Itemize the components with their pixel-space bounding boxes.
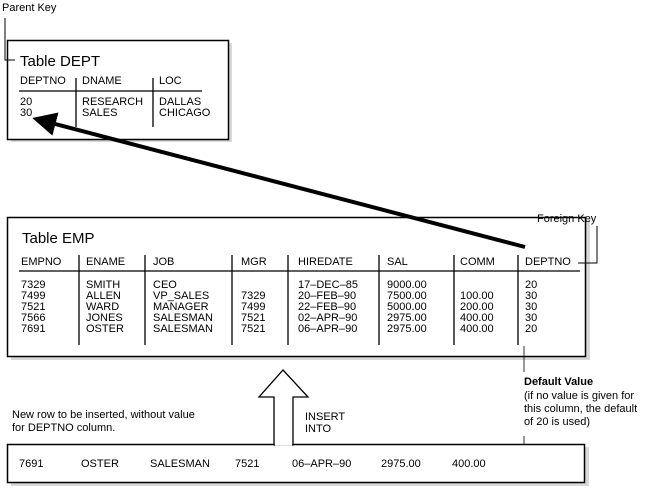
- dept-cell: SALES: [82, 107, 118, 119]
- emp-cell: 20–FEB–90: [298, 290, 357, 302]
- default-value-note: this column, the default: [524, 403, 638, 415]
- emp-cell: 7521: [21, 301, 46, 313]
- emp-cell: 30: [525, 301, 538, 313]
- emp-cell: VP_SALES: [153, 290, 210, 302]
- dept-column-header: DNAME: [82, 75, 122, 87]
- parent-key-label: Parent Key: [2, 2, 57, 14]
- emp-cell: 2975.00: [387, 312, 427, 324]
- parent-key-leader: [4, 18, 15, 61]
- insert-into-label: INSERT: [305, 411, 346, 423]
- emp-cell: 100.00: [460, 290, 494, 302]
- emp-cell: 5000.00: [387, 301, 427, 313]
- insert-arrow-icon: [257, 369, 310, 446]
- emp-cell: 30: [525, 290, 538, 302]
- emp-column-header: JOB: [153, 256, 175, 268]
- new-row-cell: 06–APR–90: [292, 458, 352, 470]
- dept-table-title: Table DEPT: [20, 53, 101, 70]
- emp-cell: 7521: [241, 323, 266, 335]
- emp-cell: 30: [525, 312, 538, 324]
- foreign-key-label: Foreign Key: [537, 213, 597, 225]
- emp-cell: WARD: [86, 301, 120, 313]
- dept-cell: DALLAS: [159, 96, 202, 108]
- emp-cell: 7691: [21, 323, 46, 335]
- dept-cell: 20: [20, 96, 33, 108]
- default-value-note: of 20 is used): [524, 416, 591, 428]
- emp-cell: CEO: [153, 279, 177, 291]
- emp-cell: 7329: [21, 279, 46, 291]
- emp-cell: 7499: [241, 301, 266, 313]
- emp-column-header: DEPTNO: [525, 256, 571, 268]
- emp-cell: 7499: [21, 290, 46, 302]
- foreign-key-arrow: [32, 112, 526, 249]
- emp-cell: 20: [525, 279, 538, 291]
- emp-cell: 06–APR–90: [298, 323, 358, 335]
- dept-cell: 30: [20, 107, 33, 119]
- default-value-title: Default Value: [524, 376, 594, 388]
- emp-cell: JONES: [86, 312, 123, 324]
- new-row-box: [6, 443, 586, 484]
- default-value-note: (if no value is given for: [524, 390, 635, 402]
- new-row-cell: OSTER: [81, 458, 119, 470]
- emp-cell: MANAGER: [153, 301, 209, 313]
- emp-cell: 400.00: [460, 312, 494, 324]
- new-row-cell: 400.00: [452, 458, 486, 470]
- dept-column-header: DEPTNO: [20, 75, 66, 87]
- emp-cell: 17–DEC–85: [298, 279, 358, 291]
- emp-cell: 7566: [21, 312, 46, 324]
- emp-cell: 20: [525, 323, 538, 335]
- emp-cell: 200.00: [460, 301, 494, 313]
- emp-cell: OSTER: [86, 323, 124, 335]
- new-row-cell: SALESMAN: [150, 458, 210, 470]
- emp-cell: 2975.00: [387, 323, 427, 335]
- emp-table-box: [6, 216, 587, 358]
- new-row-cell: 7691: [19, 458, 44, 470]
- emp-cell: 400.00: [460, 323, 494, 335]
- emp-cell: 7500.00: [387, 290, 427, 302]
- emp-column-header: HIREDATE: [298, 256, 353, 268]
- emp-column-header: EMPNO: [21, 256, 62, 268]
- dept-cell: CHICAGO: [159, 107, 211, 119]
- emp-cell: SALESMAN: [153, 312, 213, 324]
- emp-column-header: ENAME: [86, 256, 126, 268]
- new-row-caption: for DEPTNO column.: [12, 422, 116, 434]
- emp-cell: SALESMAN: [153, 323, 213, 335]
- new-row-caption: New row to be inserted, without value: [12, 409, 195, 421]
- new-row-cell: 7521: [235, 458, 260, 470]
- dept-cell: RESEARCH: [82, 96, 144, 108]
- emp-cell: 7521: [241, 312, 266, 324]
- emp-column-header: SAL: [387, 256, 408, 268]
- foreign-key-leader: [578, 226, 598, 264]
- emp-cell: 7329: [241, 290, 266, 302]
- new-row-cell: 2975.00: [381, 458, 421, 470]
- emp-column-header: COMM: [460, 256, 495, 268]
- emp-cell: 9000.00: [387, 279, 427, 291]
- dept-column-header: LOC: [159, 75, 182, 87]
- insert-into-label: INTO: [305, 423, 332, 435]
- emp-cell: 02–APR–90: [298, 312, 358, 324]
- emp-table-title: Table EMP: [22, 230, 95, 247]
- emp-cell: ALLEN: [86, 290, 121, 302]
- emp-cell: SMITH: [86, 279, 121, 291]
- emp-cell: 22–FEB–90: [298, 301, 357, 313]
- emp-column-header: MGR: [241, 256, 267, 268]
